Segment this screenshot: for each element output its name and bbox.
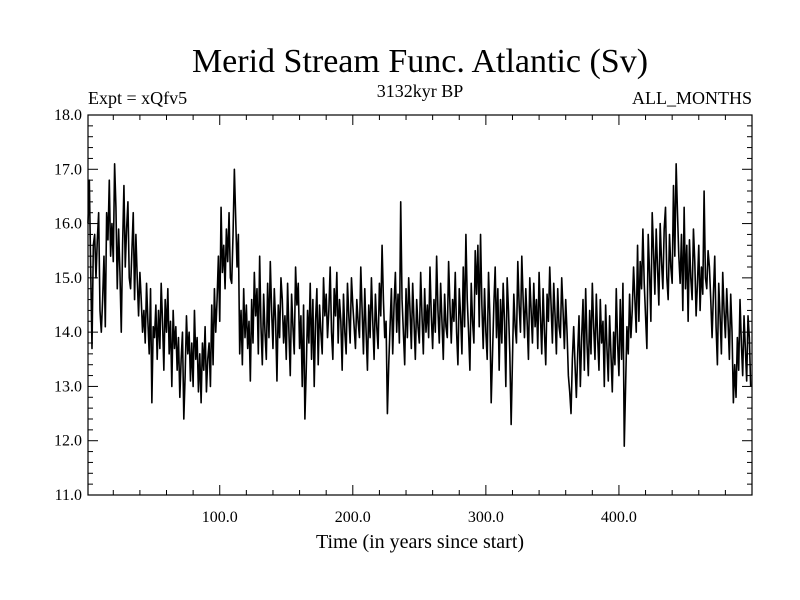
chart-title: Merid Stream Func. Atlantic (Sv) [192,43,648,80]
y-tick-label: 17.0 [54,161,82,178]
series-line-0 [87,163,752,447]
x-tick-label: 300.0 [468,509,504,526]
plot-frame [87,114,753,496]
period-label: 3132kyr BP [377,81,464,101]
y-tick-label: 11.0 [55,487,82,504]
y-tick-label: 13.0 [54,378,82,395]
x-tick-label: 200.0 [335,509,371,526]
y-tick-label: 16.0 [54,216,82,233]
x-tick-label: 100.0 [202,509,238,526]
x-axis: 100.0 200.0 300.0 400.0 [112,115,726,526]
y-tick-label: 12.0 [54,433,82,450]
y-axis: 11.0 12.0 13.0 14.0 15.0 16.0 17.0 18.0 [54,107,752,504]
months-label: ALL_MONTHS [632,88,752,108]
y-tick-label: 15.0 [54,270,82,287]
plot-area [87,114,753,496]
experiment-label: Expt = xQfv5 [88,88,187,108]
y-tick-label: 14.0 [54,324,82,341]
x-axis-label: Time (in years since start) [316,531,524,553]
y-tick-label: 18.0 [54,107,82,124]
x-tick-label: 400.0 [601,509,637,526]
